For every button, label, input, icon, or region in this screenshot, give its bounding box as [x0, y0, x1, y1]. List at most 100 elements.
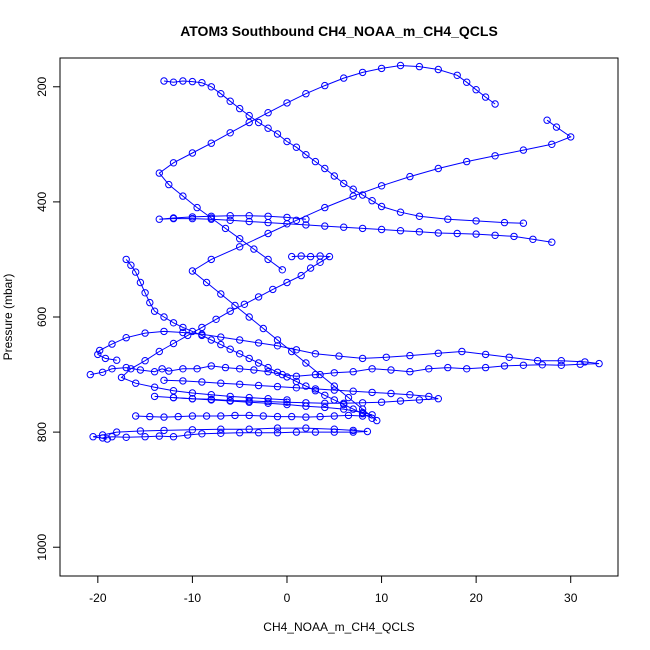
data-point: [169, 319, 178, 327]
data-point: [141, 433, 149, 441]
y-tick-label: 1000: [35, 534, 49, 561]
data-point: [581, 358, 589, 366]
data-point: [306, 252, 315, 261]
data-point: [136, 366, 145, 374]
data-point: [283, 398, 291, 406]
data-point: [236, 380, 244, 388]
data-point: [491, 152, 499, 160]
series-line: [93, 427, 368, 440]
data-point: [108, 365, 116, 373]
data-point: [236, 104, 244, 113]
data-point: [179, 323, 187, 332]
data-point: [552, 123, 561, 131]
data-point: [292, 143, 301, 151]
data-point: [302, 221, 310, 229]
data-point: [330, 172, 338, 180]
data-point: [273, 342, 282, 350]
data-point: [472, 86, 480, 94]
data-point: [259, 412, 267, 420]
data-point: [108, 340, 116, 348]
data-point: [595, 359, 603, 368]
data-point: [141, 289, 149, 297]
data-point: [321, 403, 329, 412]
x-tick-label: 0: [284, 591, 291, 605]
data-point: [302, 90, 310, 98]
data-point: [321, 203, 329, 212]
data-point: [188, 412, 197, 420]
data-point: [349, 192, 357, 200]
data-point: [207, 139, 216, 147]
data-point: [160, 413, 168, 421]
data-point: [245, 411, 253, 420]
data-point: [425, 365, 433, 373]
data-point: [387, 389, 395, 398]
data-point: [136, 278, 145, 287]
data-point: [236, 243, 244, 251]
data-point: [202, 278, 211, 287]
data-point: [415, 62, 424, 71]
data-point: [548, 238, 556, 246]
data-point: [264, 229, 272, 238]
data-point: [321, 81, 329, 90]
data-point: [335, 352, 343, 360]
data-point: [122, 433, 130, 441]
data-point: [444, 363, 452, 372]
data-point: [368, 365, 376, 373]
data-point: [207, 212, 216, 221]
data-point: [207, 362, 216, 370]
data-point: [519, 146, 528, 154]
data-point: [330, 412, 338, 420]
x-axis: -20 -10 0 10 20 30: [89, 575, 578, 605]
data-point: [245, 118, 253, 127]
data-point: [264, 363, 272, 372]
y-tick-label: 400: [35, 192, 49, 212]
data-point: [453, 229, 461, 238]
data-point: [193, 203, 201, 212]
x-tick-label: 30: [564, 591, 578, 605]
data-point: [245, 313, 253, 321]
data-point: [406, 391, 414, 399]
y-axis: 200 400 600 800 1000: [35, 76, 61, 561]
data-point: [557, 361, 565, 369]
data-point: [236, 429, 244, 437]
data-point: [481, 93, 490, 101]
data-point: [368, 197, 376, 205]
data-point: [505, 353, 513, 361]
data-point: [529, 235, 537, 244]
data-point: [377, 225, 386, 234]
data-point: [221, 363, 230, 372]
data-point: [150, 368, 159, 376]
data-point: [188, 395, 197, 403]
data-point: [188, 213, 197, 221]
data-point: [160, 313, 168, 321]
data-point: [311, 350, 320, 358]
data-point: [155, 215, 164, 223]
data-point: [259, 324, 267, 333]
data-point: [240, 300, 249, 308]
data-point: [179, 365, 187, 373]
data-point: [141, 329, 149, 337]
data-point: [245, 212, 253, 220]
data-point: [302, 424, 310, 432]
data-point: [434, 349, 442, 357]
data-point: [264, 124, 272, 132]
data-point: [321, 164, 329, 173]
data-point: [158, 365, 166, 373]
series-line: [158, 64, 496, 271]
data-point: [254, 381, 263, 390]
data-point: [297, 252, 305, 260]
data-point: [254, 118, 263, 127]
data-point: [98, 434, 107, 442]
data-point: [434, 229, 442, 237]
data-point: [358, 191, 367, 199]
data-point: [311, 428, 320, 436]
data-point: [288, 252, 296, 261]
data-point: [150, 307, 159, 315]
data-point: [491, 231, 499, 240]
y-axis-label: Pressure (mbar): [1, 274, 15, 361]
y-tick-label: 800: [35, 422, 49, 442]
data-point: [217, 429, 225, 437]
data-point: [273, 412, 282, 421]
data-point: [264, 109, 272, 117]
